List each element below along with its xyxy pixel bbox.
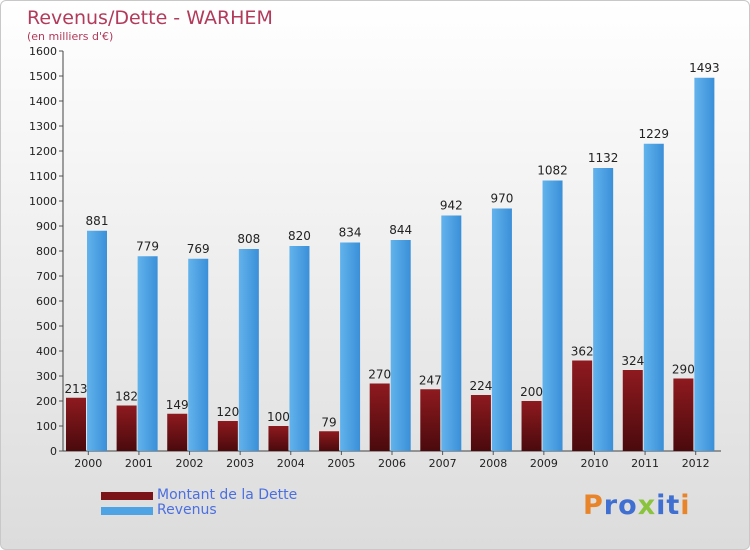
logo-letter: o (618, 490, 638, 521)
y-tick-label: 1500 (29, 70, 57, 83)
data-label-revenue: 970 (490, 192, 513, 206)
data-label-revenue: 1229 (638, 127, 669, 141)
data-label-revenue: 881 (86, 214, 109, 228)
bar-debt (268, 426, 289, 451)
x-tick-label: 2001 (125, 457, 153, 470)
y-tick-label: 300 (36, 370, 57, 383)
bar-debt (572, 360, 593, 451)
y-tick-label: 1100 (29, 170, 57, 183)
data-label-debt: 213 (65, 382, 88, 396)
x-tick-label: 2007 (429, 457, 457, 470)
y-tick-label: 100 (36, 420, 57, 433)
data-label-revenue: 834 (339, 226, 362, 240)
logo-letter: i (656, 490, 667, 521)
bar-chart: 0 100 200 300 400 500 600 700 800 900 1000 1100 1200… (29, 45, 721, 470)
bar-debt (420, 389, 441, 451)
bar-debt (369, 383, 390, 451)
x-tick-label: 2004 (277, 457, 305, 470)
y-tick-label: 700 (36, 270, 57, 283)
y-tick-label: 800 (36, 245, 57, 258)
bar-revenue (238, 249, 259, 451)
data-label-revenue: 942 (440, 199, 463, 213)
bar-revenue (289, 246, 310, 451)
x-tick-label: 2009 (530, 457, 558, 470)
y-tick-label: 1000 (29, 195, 57, 208)
x-tick-label: 2008 (479, 457, 507, 470)
bar-revenue (542, 180, 563, 451)
data-label-debt: 362 (571, 345, 594, 359)
proxiti-logo: Proxiti (583, 490, 691, 521)
x-tick-label: 2005 (327, 457, 355, 470)
legend-label-debt: Montant de la Dette (157, 487, 298, 503)
logo-letter: P (583, 490, 604, 521)
bar-revenue (390, 240, 411, 451)
y-tick-label: 0 (50, 445, 57, 458)
data-label-debt: 149 (166, 398, 189, 412)
y-tick-label: 200 (36, 395, 57, 408)
legend-swatch-debt (101, 492, 153, 500)
bar-debt (521, 401, 542, 451)
data-label-debt: 290 (672, 363, 695, 377)
y-tick-label: 1300 (29, 120, 57, 133)
chart-title: Revenus/Dette - WARHEM (27, 7, 273, 29)
data-label-revenue: 769 (187, 242, 210, 256)
bar-revenue (694, 77, 715, 451)
data-label-debt: 100 (267, 410, 290, 424)
data-label-revenue: 1082 (537, 164, 568, 178)
data-label-debt: 182 (115, 390, 138, 404)
x-tick-label: 2011 (631, 457, 659, 470)
legend-swatch-revenue (101, 507, 153, 515)
data-label-debt: 120 (216, 405, 239, 419)
bar-debt (66, 397, 86, 451)
bar-debt (622, 370, 643, 451)
x-tick-label: 2002 (176, 457, 204, 470)
x-tick-label: 2006 (378, 457, 406, 470)
x-tick-label: 2000 (74, 457, 102, 470)
legend-label-revenue: Revenus (157, 502, 217, 518)
x-tick-label: 2012 (682, 457, 710, 470)
logo-letter: i (680, 490, 691, 521)
logo-letter: t (666, 490, 681, 521)
data-label-revenue: 779 (136, 239, 159, 253)
logo-letter: x (637, 490, 657, 521)
logo-letter: r (603, 490, 619, 521)
x-tick-label: 2003 (226, 457, 254, 470)
bar-debt (217, 421, 238, 451)
data-label-revenue: 1132 (588, 151, 619, 165)
bar-revenue (593, 168, 614, 451)
y-tick-label: 1400 (29, 95, 57, 108)
data-label-debt: 270 (368, 368, 391, 382)
data-label-revenue: 844 (389, 223, 412, 237)
y-tick-label: 1200 (29, 145, 57, 158)
y-tick-label: 1600 (29, 45, 57, 58)
bar-revenue (87, 230, 107, 451)
bar-revenue (188, 258, 209, 451)
bar-debt (673, 378, 694, 451)
bar-revenue (441, 215, 462, 451)
data-label-debt: 247 (419, 373, 442, 387)
bar-debt (470, 395, 491, 451)
bar-revenue (340, 242, 361, 451)
data-label-debt: 324 (621, 354, 644, 368)
bar-debt (319, 431, 340, 451)
data-label-revenue: 1493 (689, 61, 720, 75)
y-tick-label: 500 (36, 320, 57, 333)
data-label-debt: 79 (321, 415, 336, 429)
data-label-debt: 200 (520, 385, 543, 399)
bar-revenue (137, 256, 158, 451)
bar-revenue (643, 143, 664, 451)
bar-debt (116, 405, 137, 451)
data-label-revenue: 820 (288, 229, 311, 243)
x-tick-label: 2010 (580, 457, 608, 470)
chart-subtitle: (en milliers d'€) (27, 30, 114, 43)
bar-revenue (491, 208, 512, 451)
y-tick-label: 600 (36, 295, 57, 308)
data-label-revenue: 808 (237, 232, 260, 246)
y-tick-label: 900 (36, 220, 57, 233)
data-label-debt: 224 (469, 379, 492, 393)
bar-debt (167, 413, 188, 451)
y-tick-label: 400 (36, 345, 57, 358)
